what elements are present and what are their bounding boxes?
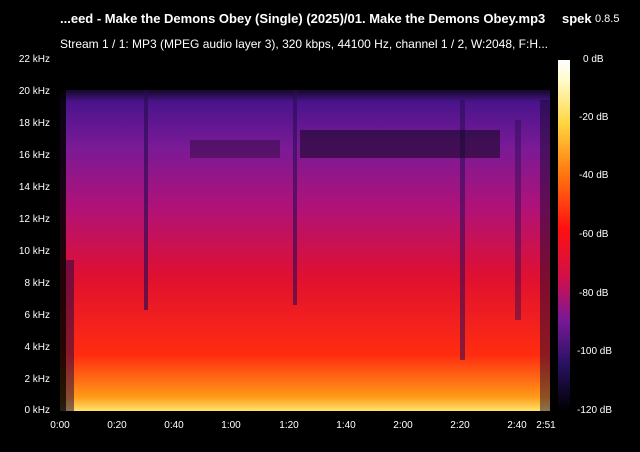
freq-tick-label: 14 kHz [18, 182, 50, 193]
spectrogram-shelf [190, 140, 280, 158]
freq-tick-label: 2 kHz [24, 374, 50, 385]
freq-tick-label: 8 kHz [24, 278, 50, 289]
db-color-gradient [558, 60, 570, 411]
db-tick-label: -100 dB [577, 346, 613, 357]
app-version: 0.8.5 [595, 13, 620, 25]
db-tick-label: 0 dB [583, 54, 604, 65]
spectrogram-gap [460, 100, 465, 360]
db-tick-label: -120 dB [577, 405, 613, 416]
time-tick-label: 2:20 [450, 420, 470, 431]
db-tick-label: -60 dB [579, 229, 609, 240]
time-tick-label: 1:40 [336, 420, 356, 431]
freq-tick-label: 22 kHz [18, 54, 50, 65]
time-tick-label: 1:00 [221, 420, 241, 431]
db-tick-label: -80 dB [579, 288, 609, 299]
time-tick-label: 0:00 [50, 420, 70, 431]
file-title: ...eed - Make the Demons Obey (Single) (… [60, 11, 546, 26]
spectrogram-gap [66, 260, 74, 411]
spectrogram-shelf [300, 130, 500, 158]
freq-tick-label: 4 kHz [24, 342, 50, 353]
spectrogram-gap [60, 60, 66, 411]
freq-tick-label: 20 kHz [18, 86, 50, 97]
spectrogram-silence-top [60, 60, 550, 90]
freq-tick-label: 12 kHz [18, 214, 50, 225]
spectrogram-energy [60, 60, 550, 411]
freq-tick-label: 10 kHz [18, 246, 50, 257]
time-tick-label: 2:51 [536, 420, 556, 431]
spectrogram-gap [144, 90, 148, 310]
time-tick-label: 0:40 [164, 420, 184, 431]
db-tick-label: -20 dB [579, 112, 609, 123]
time-tick-label: 2:00 [393, 420, 413, 431]
freq-tick-label: 18 kHz [18, 118, 50, 129]
freq-tick-label: 16 kHz [18, 150, 50, 161]
time-tick-label: 0:20 [107, 420, 127, 431]
spectrogram-gap [540, 100, 550, 411]
freq-tick-label: 6 kHz [24, 310, 50, 321]
freq-tick-label: 0 kHz [24, 405, 50, 416]
spectrogram-gap [515, 120, 521, 320]
db-color-scale [558, 60, 570, 411]
time-tick-label: 2:40 [507, 420, 527, 431]
spectrogram-plot [60, 60, 550, 411]
spectrogram-gap [293, 90, 297, 305]
stream-info: Stream 1 / 1: MP3 (MPEG audio layer 3), … [60, 37, 549, 51]
db-tick-label: -40 dB [579, 170, 609, 181]
app-name: spek [562, 11, 592, 26]
time-tick-label: 1:20 [279, 420, 299, 431]
